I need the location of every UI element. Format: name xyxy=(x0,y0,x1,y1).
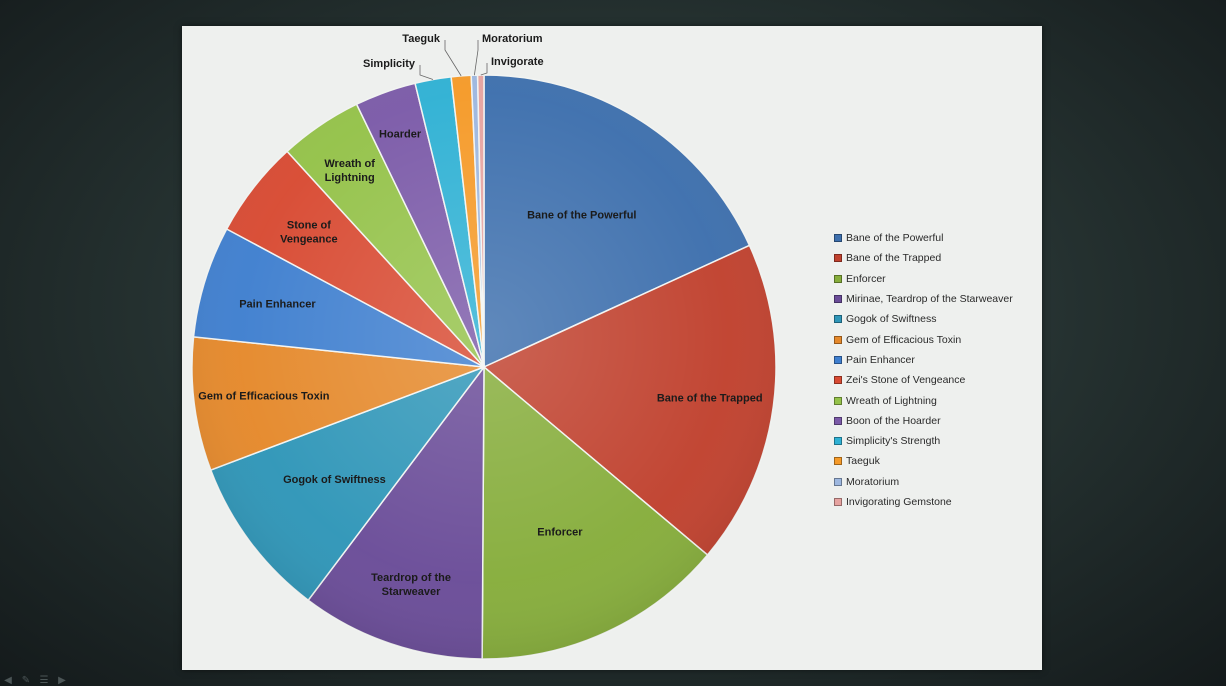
slice-label-taeguk: Taeguk xyxy=(402,33,441,45)
legend-swatch xyxy=(834,457,842,466)
slice-label-bane-of-the-powerful: Bane of the Powerful xyxy=(527,210,636,222)
legend-label: Invigorating Gemstone xyxy=(846,496,952,508)
legend-swatch xyxy=(834,335,842,344)
legend-label: Bane of the Trapped xyxy=(846,252,942,265)
leader-line-taeguk xyxy=(444,40,462,77)
legend-swatch xyxy=(834,416,842,425)
legend-item-zei-s-stone-of-vengeance: Zei's Stone of Vengeance xyxy=(834,370,1013,390)
slice-label-gem-of-efficacious-toxin: Gem of Efficacious Toxin xyxy=(198,390,329,402)
slide: Bane of the Powerful Bane of the Trapped E… xyxy=(182,26,1042,670)
slice-label-enforcer: Enforcer xyxy=(537,526,583,538)
chart-legend: Bane of the Powerful Bane of the Trapped E… xyxy=(834,228,1013,512)
legend-label: Bane of the Powerful xyxy=(846,232,944,245)
legend-swatch xyxy=(834,295,842,304)
slideshow-controls: ◀ ✎ ☰ ▶ xyxy=(2,676,68,686)
legend-swatch xyxy=(834,376,842,385)
pen-icon[interactable]: ✎ xyxy=(21,675,31,686)
slice-label-invigorating-gemstone: Invigorate xyxy=(491,56,544,68)
next-icon[interactable]: ▶ xyxy=(58,675,66,686)
legend-item-gogok-of-swiftness: Gogok of Swiftness xyxy=(834,309,1013,329)
leader-line-moratorium xyxy=(473,40,479,76)
legend-label: Zei's Stone of Vengeance xyxy=(846,374,966,387)
legend-item-bane-of-the-trapped: Bane of the Trapped xyxy=(834,248,1013,268)
legend-swatch xyxy=(834,315,842,324)
slice-label-mirinae-teardrop-of-the-starweaver: Teardrop of the Starweaver xyxy=(371,572,451,598)
slice-label-zei-s-stone-of-vengeance: Stone of Vengeance xyxy=(280,220,337,246)
legend-item-moratorium: Moratorium xyxy=(834,472,1013,492)
legend-item-bane-of-the-powerful: Bane of the Powerful xyxy=(834,228,1013,248)
slice-label-wreath-of-lightning: Wreath of Lightning xyxy=(324,158,375,184)
legend-swatch xyxy=(834,274,842,283)
legend-label: Simplicity's Strength xyxy=(846,435,941,448)
legend-swatch xyxy=(834,477,842,486)
slice-label-pain-enhancer: Pain Enhancer xyxy=(239,299,316,311)
legend-label: Taeguk xyxy=(846,455,880,468)
legend-item-mirinae-teardrop-of-the-starweaver: Mirinae, Teardrop of the Starweaver xyxy=(834,289,1013,309)
legend-swatch xyxy=(834,498,842,506)
legend-item-invigorating-gemstone: Invigorating Gemstone xyxy=(834,492,1013,512)
legend-item-simplicity-s-strength: Simplicity's Strength xyxy=(834,431,1013,451)
legend-label: Gogok of Swiftness xyxy=(846,313,937,326)
legend-item-taeguk: Taeguk xyxy=(834,451,1013,471)
legend-label: Mirinae, Teardrop of the Starweaver xyxy=(846,293,1013,306)
legend-item-pain-enhancer: Pain Enhancer xyxy=(834,350,1013,370)
legend-label: Pain Enhancer xyxy=(846,353,915,366)
slice-label-bane-of-the-trapped: Bane of the Trapped xyxy=(657,393,763,405)
legend-label: Wreath of Lightning xyxy=(846,394,937,407)
leader-line-invigorating-gemstone xyxy=(480,63,488,76)
leader-line-simplicity-s-strength xyxy=(419,65,434,80)
legend-swatch xyxy=(834,234,842,243)
legend-swatch xyxy=(834,355,842,364)
slice-label-gogok-of-swiftness: Gogok of Swiftness xyxy=(283,474,386,486)
legend-label: Gem of Efficacious Toxin xyxy=(846,333,962,346)
slice-label-boon-of-the-hoarder: Hoarder xyxy=(379,128,422,140)
legend-label: Boon of the Hoarder xyxy=(846,414,941,427)
slice-label-moratorium: Moratorium xyxy=(482,33,543,45)
legend-swatch xyxy=(834,254,842,263)
legend-item-gem-of-efficacious-toxin: Gem of Efficacious Toxin xyxy=(834,329,1013,349)
previous-icon[interactable]: ◀ xyxy=(4,675,12,686)
legend-label: Moratorium xyxy=(846,475,900,488)
menu-icon[interactable]: ☰ xyxy=(39,675,49,686)
legend-swatch xyxy=(834,396,842,405)
legend-label: Enforcer xyxy=(846,272,886,285)
legend-item-enforcer: Enforcer xyxy=(834,269,1013,289)
legend-item-wreath-of-lightning: Wreath of Lightning xyxy=(834,390,1013,410)
legend-swatch xyxy=(834,437,842,446)
legend-item-boon-of-the-hoarder: Boon of the Hoarder xyxy=(834,411,1013,431)
slice-label-simplicity-s-strength: Simplicity xyxy=(363,58,416,70)
